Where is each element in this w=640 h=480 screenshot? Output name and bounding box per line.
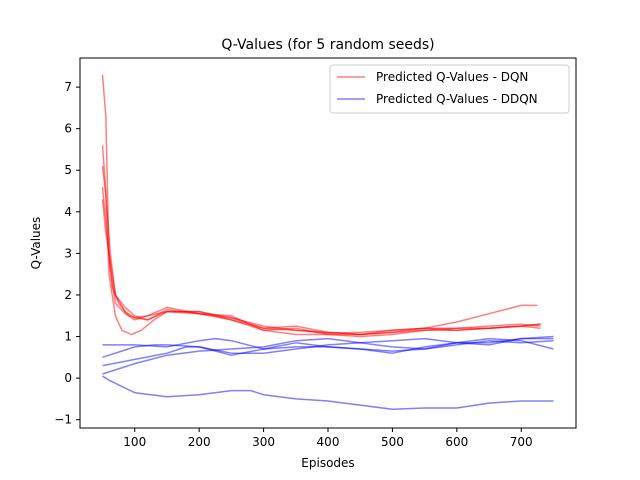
y-tick-label: 7 (64, 80, 72, 94)
y-tick-label: 0 (64, 371, 72, 385)
y-axis-title: Q-Values (29, 217, 43, 270)
series-line-ddqn-8 (102, 339, 554, 367)
x-axis: 100 200 300 400 500 600 700 (123, 428, 533, 449)
series-line-dqn-5 (101, 199, 541, 336)
legend-box (329, 64, 570, 114)
plot-lines (101, 74, 554, 411)
x-tick-label: 400 (317, 435, 340, 449)
y-tick-label: 6 (64, 122, 72, 136)
series-line-ddqn-9 (102, 335, 554, 375)
y-tick-label: 4 (64, 205, 72, 219)
y-tick-label: 3 (64, 246, 72, 260)
y-tick-label: 1 (64, 330, 72, 344)
x-tick-label: 300 (252, 435, 275, 449)
series-line-ddqn-7 (102, 337, 554, 359)
legend: Predicted Q-Values - DQN Predicted Q-Val… (329, 64, 570, 114)
x-tick-label: 700 (510, 435, 533, 449)
series-line-ddqn-10 (102, 375, 554, 411)
y-axis: −1 0 1 2 3 4 5 6 7 (54, 80, 80, 427)
y-tick-label: 5 (64, 163, 72, 177)
x-tick-label: 100 (123, 435, 146, 449)
x-tick-label: 500 (381, 435, 404, 449)
y-tick-label: −1 (54, 413, 72, 427)
legend-label-dqn: Predicted Q-Values - DQN (376, 70, 528, 84)
x-tick-label: 200 (188, 435, 211, 449)
x-tick-label: 600 (445, 435, 468, 449)
x-axis-title: Episodes (301, 456, 354, 470)
chart-title: Q-Values (for 5 random seeds) (221, 37, 434, 53)
y-tick-label: 2 (64, 288, 72, 302)
legend-label-ddqn: Predicted Q-Values - DDQN (376, 92, 538, 106)
